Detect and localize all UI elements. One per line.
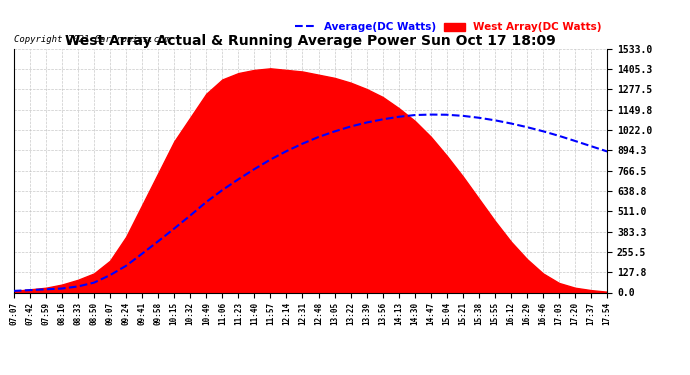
Title: West Array Actual & Running Average Power Sun Oct 17 18:09: West Array Actual & Running Average Powe…: [65, 34, 556, 48]
Text: Copyright 2021 Cartronics.com: Copyright 2021 Cartronics.com: [14, 35, 170, 44]
Legend: Average(DC Watts), West Array(DC Watts): Average(DC Watts), West Array(DC Watts): [295, 22, 602, 32]
